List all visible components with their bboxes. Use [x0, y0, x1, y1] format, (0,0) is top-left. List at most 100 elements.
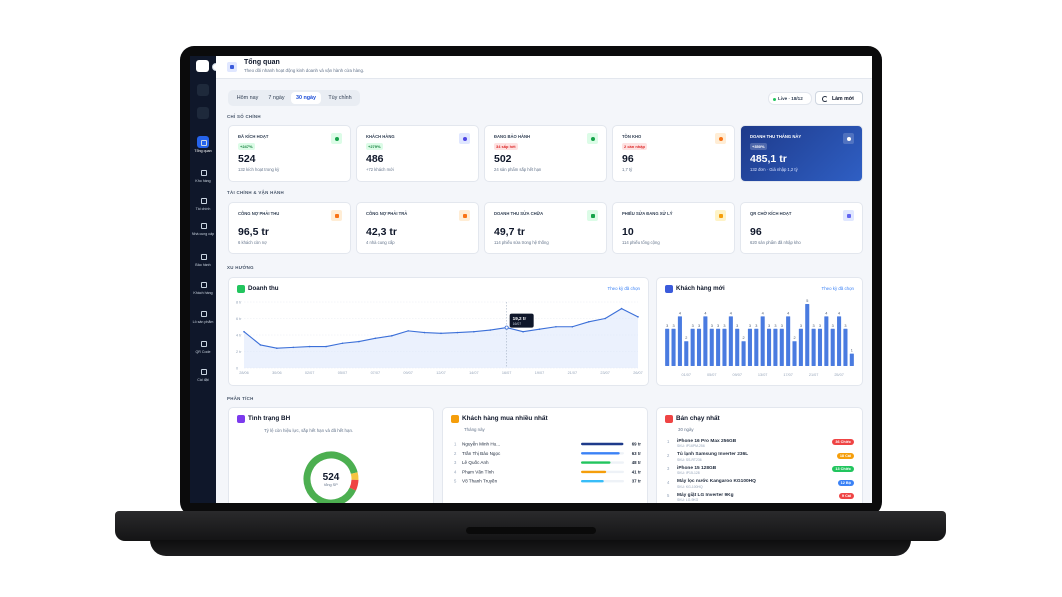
range-tab[interactable]: Hôm nay	[236, 95, 259, 101]
bar	[671, 328, 676, 366]
product-name: iPhone 16 Pro Max 256GB	[677, 438, 737, 444]
kpi-card: KHÁCH HÀNG +279% 486 +72 khách mới	[356, 125, 479, 182]
customer-name: Phạm Văn Tính	[462, 469, 494, 474]
point	[308, 345, 311, 348]
bar	[792, 341, 797, 366]
nav-label[interactable]: Lô sản phẩm	[192, 320, 214, 324]
kpi-glyph	[718, 136, 723, 141]
bar	[677, 316, 682, 366]
bar	[843, 328, 848, 366]
bar	[741, 341, 746, 366]
finance-value: 10	[622, 226, 634, 238]
sold-badge: 9 Cái	[838, 493, 854, 500]
screen: Tổng quan Kho hàng Tài chính Nhà cung cấp Bả…	[190, 56, 872, 503]
chart-subtitle: Theo kỳ đã chọn	[607, 286, 640, 291]
bar-label: 3	[781, 324, 783, 328]
chart-card: Khách hàng mới Theo kỳ đã chọn 3 3 4 2 01/07 3 3…	[656, 277, 863, 386]
nav-label[interactable]: Kho hàng	[195, 179, 211, 183]
bar	[709, 328, 714, 366]
finance-note: 114 phiếu tổng cộng	[622, 240, 660, 245]
finance-value: 49,7 tr	[494, 226, 525, 238]
range-tab[interactable]: Tùy chỉnh	[328, 95, 352, 101]
rank: 4	[454, 469, 457, 474]
laptop-base	[115, 511, 946, 541]
sidebar-shortcut[interactable]	[197, 107, 209, 119]
kpi-value: 524	[238, 153, 256, 165]
product-name: Máy giặt LG Inverter 9Kg	[677, 492, 734, 498]
finance-note: 6 khách còn nợ	[238, 240, 267, 245]
value-label: 41 tr	[632, 469, 642, 474]
header: Tổng quan Theo dõi nhanh hoạt động kinh d…	[216, 56, 872, 79]
refresh-button[interactable]: Làm mới	[815, 91, 863, 105]
point	[456, 331, 459, 334]
refresh-label[interactable]: Làm mới	[832, 95, 854, 102]
nav-label[interactable]: Tài chính	[195, 207, 211, 211]
bar-label: 5	[806, 299, 808, 303]
rank: 2	[454, 451, 457, 456]
bar-label: 3	[844, 324, 846, 328]
sold-badge: 13 Chiếc	[832, 466, 854, 473]
point	[243, 330, 245, 333]
chart-card: Doanh thu Theo kỳ đã chọn 0 2 tr 4 tr 6 tr 8 t…	[228, 277, 649, 386]
finance-card: CÔNG NỢ PHẢI THU 96,5 tr 6 khách còn nợ	[228, 202, 351, 254]
tooltip-point	[504, 325, 509, 330]
tooltip-box	[509, 313, 534, 328]
laptop-base-edge	[150, 540, 911, 556]
sold-badge: 18 Cái	[836, 452, 854, 459]
kpi-card: ĐÃ KÍCH HOẠT +247% 524 132 kích hoạt trong …	[228, 125, 351, 182]
kpi-glyph	[334, 136, 339, 141]
finance-card: CÔNG NỢ PHẢI TRẢ 42,3 tr 4 nhà cung cấp	[356, 202, 479, 254]
bar-label: 3	[819, 324, 821, 328]
bar	[798, 328, 803, 366]
value-label: 69 tr	[632, 442, 642, 447]
range-tab[interactable]: 30 ngày	[291, 92, 321, 104]
kpi-badge: 2 cần nhập	[622, 143, 647, 150]
range-tab[interactable]: 7 ngày	[268, 95, 285, 101]
bar-label: 3	[813, 324, 815, 328]
donut-center-label: tổng SP	[324, 483, 338, 487]
point	[259, 344, 262, 346]
point	[440, 332, 442, 335]
x-tick-label: 02/07	[305, 371, 315, 375]
nav-label[interactable]: Cài đặt	[197, 378, 209, 382]
nav-label[interactable]: Nhà cung cấp	[191, 232, 215, 236]
chart-subtitle: Tỷ lệ còn hiệu lực, sắp hết hạn và đã hế…	[264, 428, 354, 433]
kpi-glyph	[462, 136, 467, 141]
bar-label: 2	[743, 336, 745, 340]
bar	[581, 442, 624, 446]
tooltip-date: 16/07	[513, 322, 522, 326]
sidebar-shortcut[interactable]	[197, 84, 209, 96]
bar	[779, 328, 784, 366]
nav-glyph	[201, 282, 207, 288]
finance-glyph	[846, 213, 851, 218]
nav-label[interactable]: Khách hàng	[193, 291, 213, 295]
bar	[665, 328, 670, 366]
rank: 5	[454, 479, 457, 484]
nav-label[interactable]: Bảo hành	[195, 263, 211, 267]
kpi-note: 132 kích hoạt trong kỳ	[238, 167, 280, 172]
point	[358, 340, 360, 343]
point	[555, 325, 557, 328]
finance-label: QR CHỜ KÍCH HOẠT	[750, 211, 792, 216]
x-tick-label: 05/07	[707, 373, 717, 377]
x-tick-label: 21/07	[809, 373, 819, 377]
rank: 2	[667, 452, 670, 458]
bar-label: 3	[774, 324, 776, 328]
section-label: CHỈ SỐ CHÍNH	[227, 114, 261, 119]
bar-label: 2	[793, 336, 795, 340]
x-tick-label: 01/07	[682, 373, 692, 377]
nav-label[interactable]: Tổng quan	[194, 149, 212, 153]
point	[637, 316, 639, 318]
y-tick-label: 6 tr	[236, 317, 242, 321]
x-tick-label: 25/07	[834, 373, 844, 377]
kpi-value: 485,1 tr	[750, 153, 787, 165]
nav-label[interactable]: QR Code	[195, 350, 211, 354]
bar-label: 3	[723, 324, 725, 328]
point	[407, 330, 409, 332]
point	[522, 330, 524, 333]
x-tick-label: 30/06	[272, 371, 282, 375]
customer-name: Lê Quốc Anh	[462, 460, 489, 465]
x-tick-label: 14/07	[469, 371, 479, 375]
kpi-label: DOANH THU THÁNG NÀY	[750, 134, 802, 139]
